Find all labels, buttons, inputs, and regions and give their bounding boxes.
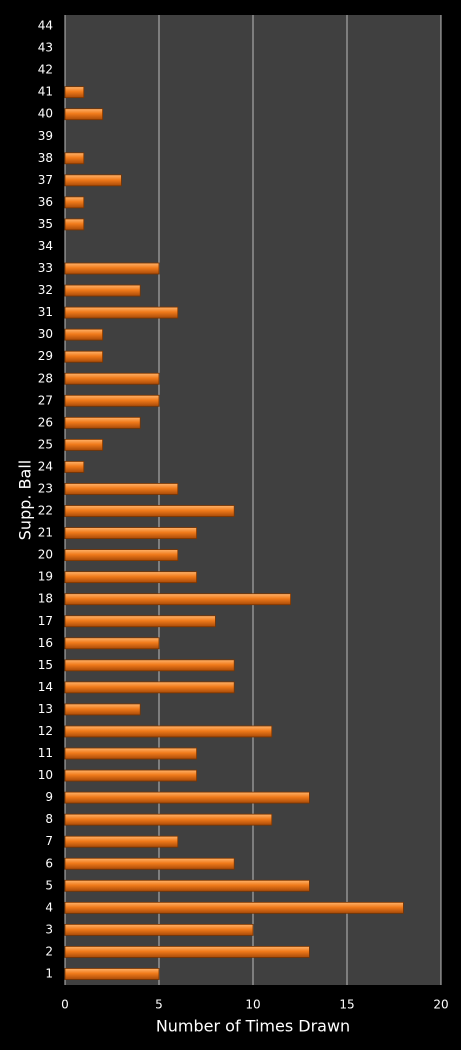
y-tick-label: 44 xyxy=(38,19,53,33)
y-tick-label: 38 xyxy=(38,151,53,165)
y-tick-label: 19 xyxy=(38,570,53,584)
y-tick-label: 7 xyxy=(45,834,53,848)
bar xyxy=(64,681,235,694)
y-tick-label: 2 xyxy=(45,944,53,958)
bar xyxy=(64,857,235,870)
y-tick-label: 16 xyxy=(38,636,53,650)
bar xyxy=(64,461,85,473)
y-tick-label: 12 xyxy=(38,724,53,738)
bar xyxy=(64,284,141,297)
bar xyxy=(64,505,235,517)
y-tick-label: 28 xyxy=(38,371,53,385)
x-tick-label: 0 xyxy=(61,998,69,1012)
bar xyxy=(64,108,103,121)
y-tick-label: 41 xyxy=(38,85,53,99)
y-tick-label: 26 xyxy=(38,415,53,429)
bar xyxy=(64,946,310,958)
bar xyxy=(64,637,160,650)
bar xyxy=(64,350,103,363)
y-tick-label: 5 xyxy=(45,878,53,892)
y-tick-label: 17 xyxy=(38,614,53,628)
y-tick-label: 36 xyxy=(38,195,53,209)
bar xyxy=(64,86,85,99)
bar xyxy=(64,328,103,341)
bar xyxy=(64,593,292,606)
y-tick-label: 42 xyxy=(38,63,53,77)
y-tick-label: 6 xyxy=(45,856,53,870)
y-tick-label: 32 xyxy=(38,283,53,297)
y-tick-label: 40 xyxy=(38,107,53,121)
y-tick-label: 14 xyxy=(38,680,53,694)
y-tick-label: 31 xyxy=(38,305,53,319)
bar xyxy=(64,527,198,539)
bar xyxy=(64,879,310,892)
bar xyxy=(64,901,404,914)
bar xyxy=(64,703,141,716)
bar xyxy=(64,571,198,584)
bar xyxy=(64,218,85,231)
y-tick-label: 20 xyxy=(38,548,53,562)
x-axis-title: Number of Times Drawn xyxy=(156,1017,350,1036)
y-tick-label: 18 xyxy=(38,592,53,606)
bar xyxy=(64,416,141,429)
y-tick-label: 33 xyxy=(38,261,53,275)
x-tick-label: 15 xyxy=(339,998,354,1012)
y-tick-label: 35 xyxy=(38,217,53,231)
bar xyxy=(64,549,179,562)
x-tick-label: 5 xyxy=(155,998,163,1012)
bar xyxy=(64,813,273,826)
y-tick-label: 13 xyxy=(38,702,53,716)
bar xyxy=(64,769,198,782)
y-tick-label: 4 xyxy=(45,900,53,914)
bar xyxy=(64,747,198,760)
y-tick-label: 3 xyxy=(45,922,53,936)
y-tick-label: 11 xyxy=(38,746,53,760)
bar xyxy=(64,262,160,275)
y-tick-label: 1 xyxy=(45,966,53,980)
bar xyxy=(64,483,179,495)
y-tick-label: 9 xyxy=(45,790,53,804)
y-tick-label: 22 xyxy=(38,504,53,518)
bar xyxy=(64,394,160,407)
y-tick-label: 43 xyxy=(38,41,53,55)
y-tick-label: 29 xyxy=(38,349,53,363)
bar xyxy=(64,438,103,451)
bar xyxy=(64,196,85,209)
y-tick-label: 23 xyxy=(38,481,53,495)
bar xyxy=(64,923,254,936)
bar xyxy=(64,615,216,628)
y-tick-label: 21 xyxy=(38,526,53,540)
bar xyxy=(64,968,160,980)
y-tick-label: 25 xyxy=(38,437,53,451)
bar xyxy=(64,725,273,738)
y-tick-label: 15 xyxy=(38,658,53,672)
y-tick-label: 34 xyxy=(38,239,53,253)
y-tick-label: 27 xyxy=(38,393,53,407)
bar xyxy=(64,174,122,187)
bar xyxy=(64,835,179,848)
bar xyxy=(64,372,160,385)
bar xyxy=(64,659,235,672)
y-tick-label: 30 xyxy=(38,327,53,341)
y-tick-label: 10 xyxy=(38,768,53,782)
bar xyxy=(64,152,85,165)
y-tick-label: 39 xyxy=(38,129,53,143)
x-tick-label: 20 xyxy=(433,998,448,1012)
bar xyxy=(64,791,310,804)
y-tick-label: 37 xyxy=(38,173,53,187)
y-axis-title: Supp. Ball xyxy=(16,460,35,540)
y-tick-label: 8 xyxy=(45,812,53,826)
x-tick-label: 10 xyxy=(245,998,260,1012)
y-tick-label: 24 xyxy=(38,459,53,473)
bar xyxy=(64,306,179,319)
